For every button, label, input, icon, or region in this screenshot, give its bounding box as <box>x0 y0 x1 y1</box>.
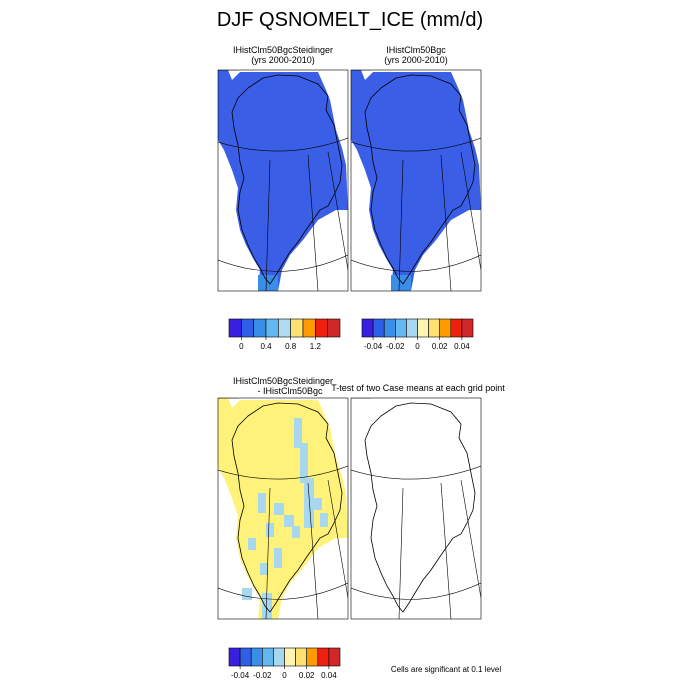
colorbar-box <box>461 318 474 338</box>
colorbar-label: 0.02 <box>299 671 315 680</box>
field-fill <box>351 70 481 291</box>
colorbar-label: 0.8 <box>285 342 297 351</box>
colorbar-label: 0.04 <box>321 671 337 680</box>
colorbar-box <box>290 318 304 338</box>
panel-subtitle: - IHistClm50Bgc <box>257 386 323 396</box>
colorbar-box <box>278 318 291 338</box>
colorbar-label: 0 <box>415 342 420 351</box>
colorbar-box <box>439 318 452 338</box>
colorbar-box <box>306 647 319 667</box>
colorbar-box <box>327 318 341 338</box>
map-panel <box>217 397 349 620</box>
colorbar-box <box>372 318 385 338</box>
colorbar-label: -0.02 <box>386 342 405 351</box>
field-cell <box>258 275 278 291</box>
colorbar-box <box>406 318 418 338</box>
colorbar-box <box>265 318 279 338</box>
map-panel <box>350 69 482 292</box>
colorbar-box <box>261 647 274 667</box>
graticule <box>351 398 481 619</box>
colorbar-label: -0.04 <box>231 671 250 680</box>
colorbar-label: 0.04 <box>454 342 470 351</box>
field-cells <box>242 418 328 619</box>
colorbar-box <box>250 647 263 667</box>
colorbar-box <box>394 318 407 338</box>
map-panel <box>350 397 482 620</box>
colorbar-label: 1.2 <box>310 342 322 351</box>
colorbar-box <box>273 647 285 667</box>
colorbar-box <box>417 318 429 338</box>
panel-title: IHistClm50BgcSteidinger <box>233 376 333 386</box>
colorbar-label: 0.4 <box>260 342 272 351</box>
colorbar-box <box>284 647 296 667</box>
panel-title: IHistClm50BgcSteidinger <box>233 45 333 55</box>
note: Cells are significant at 0.1 level <box>391 665 502 674</box>
panel-frame <box>217 69 349 292</box>
colorbar-box <box>302 318 316 338</box>
colorbar-box <box>239 647 252 667</box>
colorbar-label: -0.02 <box>253 671 272 680</box>
panel-frame <box>217 397 349 620</box>
panel-subtitle: (yrs 2000-2010) <box>251 55 315 65</box>
field-fill <box>218 70 348 291</box>
colorbar-box <box>253 318 267 338</box>
colorbar-label: -0.04 <box>364 342 383 351</box>
panel-subtitle: (yrs 2000-2010) <box>384 55 448 65</box>
map-panel <box>217 69 349 292</box>
colorbar-box <box>295 647 308 667</box>
colorbar-box <box>315 318 328 338</box>
colorbar-box <box>383 318 396 338</box>
colorbar-label: 0.02 <box>432 342 448 351</box>
panel-title: IHistClm50Bgc <box>386 45 446 55</box>
figure-title: DJF QSNOMELT_ICE (mm/d) <box>217 9 483 31</box>
colorbar-box <box>328 647 341 667</box>
field-cell <box>391 275 411 291</box>
colorbar-label: 0 <box>239 342 244 351</box>
colorbar-box <box>317 647 330 667</box>
panel-title: T-test of two Case means at each grid po… <box>331 383 505 393</box>
coastline <box>364 402 476 613</box>
colorbar-box <box>428 318 441 338</box>
colorbar-box <box>228 318 242 338</box>
colorbar-box <box>228 647 241 667</box>
colorbar-box <box>241 318 254 338</box>
panel-frame <box>350 69 482 292</box>
colorbar-label: 0 <box>282 671 287 680</box>
panel-frame <box>350 397 482 620</box>
colorbar-box <box>361 318 374 338</box>
colorbar-box <box>450 318 463 338</box>
